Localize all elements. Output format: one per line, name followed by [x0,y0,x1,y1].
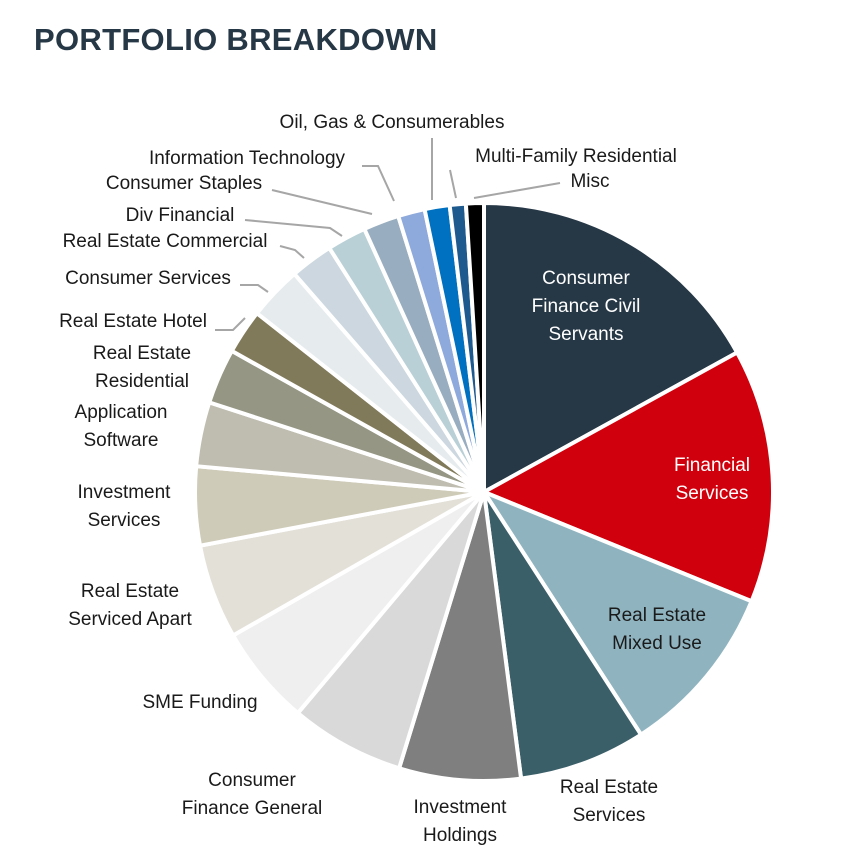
slice-label: Oil, Gas & Consumerables [279,112,505,133]
slice-label: Consumer Finance Civil Servants [531,268,641,345]
slice-label: Real Estate Residential [92,343,192,392]
slice-label: Investment Services [77,482,171,531]
slice-label: Misc [570,171,610,192]
slice-label: Multi-Family Residential [475,146,677,167]
slice-label: Real Estate Commercial [62,231,268,252]
pie-slice [482,490,644,781]
pie-slice [463,201,486,494]
slice-label: Real Estate Serviced Apart [68,581,192,630]
leader-line [449,169,457,199]
slice-label: Div Financial [125,205,235,226]
leader-line [362,165,395,202]
pie-slice [295,490,486,771]
pie-slice [482,201,740,494]
slice-label: Financial Services [673,455,751,504]
leader-line [473,182,561,199]
slice-label: Consumer Services [65,268,231,289]
leader-line [244,219,343,237]
slice-label: Real Estate Mixed Use [607,605,707,654]
slice-label: Consumer Staples [105,173,263,194]
slice-label: Information Technology [148,148,346,169]
slice-label: Investment Holdings [413,797,507,846]
pie-slice [482,490,754,737]
leader-line [271,189,373,215]
slice-label: Application Software [74,402,168,451]
leader-line [279,245,305,259]
pie-slice [397,490,524,783]
pie-slice [482,350,775,604]
leader-line [240,284,269,293]
slice-label: Real Estate Hotel [59,311,207,332]
leader-line [215,317,246,331]
slice-label: Consumer Finance General [181,770,323,819]
chart-title: PORTFOLIO BREAKDOWN [34,22,438,57]
slice-label: SME Funding [142,692,258,713]
slice-label: Real Estate Services [559,777,659,826]
